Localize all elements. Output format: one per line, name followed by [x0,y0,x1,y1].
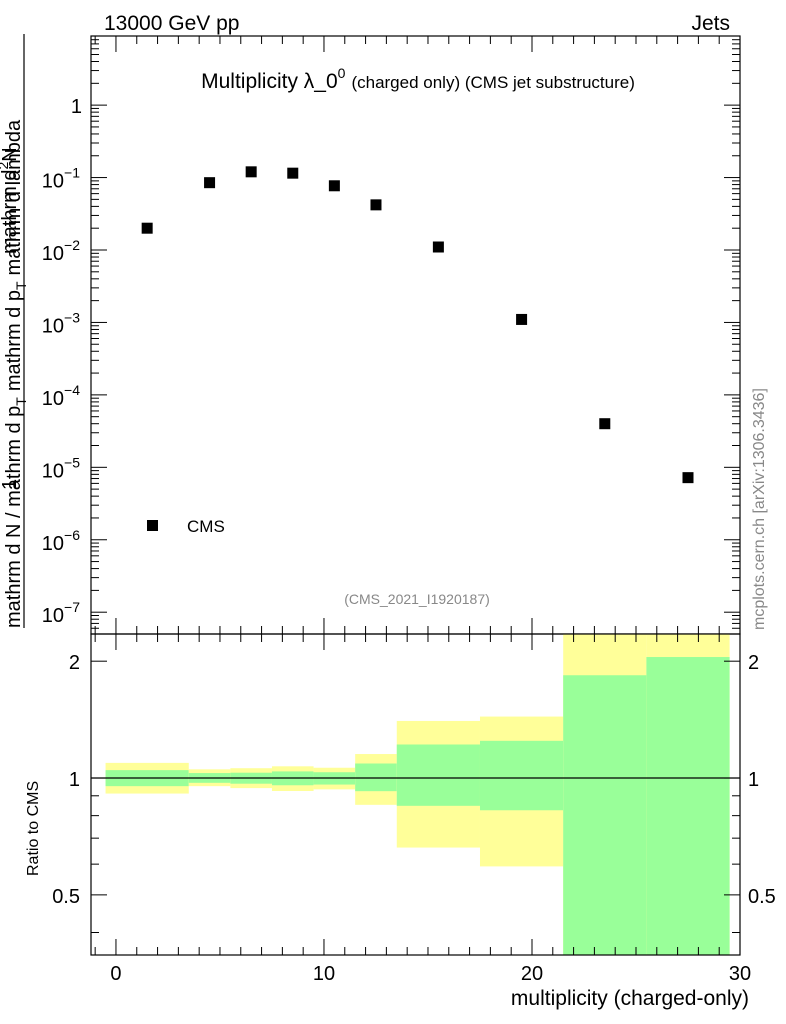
legend-marker [147,520,158,531]
x-axis-ticks [94,634,741,955]
data-point [204,177,216,189]
inner-band [563,675,647,955]
ratio-panel-ticks [91,660,740,933]
ratio-uncertainty-bands [105,634,730,955]
inner-band [479,740,564,811]
data-point [328,180,340,192]
top-panel-ticks [91,35,741,635]
data-point [516,313,528,325]
top-y-tick-labels: 10−7 10−6 10−5 10−4 10−3 10−2 10−1 1 [42,96,82,627]
data-point [141,222,153,234]
y-tick-label: 10−4 [42,382,80,410]
y-tick-label: 10−2 [42,237,80,265]
header-process-label: Jets [691,12,730,35]
y-tick-label: 10−1 [42,165,80,193]
y-tick-label: 1 [71,96,82,118]
analysis-watermark: (CMS_2021_I1920187) [344,591,490,607]
data-point [432,241,444,253]
x-tick-label: 30 [729,963,751,985]
x-axis-label: multiplicity (charged-only) [511,987,749,1010]
ratio-y-tick-labels: 0.5 0.5 1 1 2 2 [52,652,776,908]
data-point [370,199,382,211]
x-tick-labels: 0 10 20 30 [110,963,751,985]
svg-text:mathrm d2N: mathrm d2N [0,147,21,254]
ratio-y-tick-label-left: 2 [69,652,80,674]
svg-text:1: 1 [0,479,21,490]
ratio-y-tick-label-right: 2 [748,652,759,674]
ratio-y-tick-label-left: 0.5 [52,886,80,908]
data-point [599,418,611,430]
top-y-axis-label: mathrm d N / mathrm d pTmathrm d pTmathr… [0,34,29,628]
data-point [245,166,257,178]
ratio-y-tick-label-left: 1 [69,769,80,791]
ratio-panel-frame [90,633,741,956]
inner-band [355,763,397,792]
mcplots-side-label: mcplots.cern.ch [arXiv:1306.3436] [751,388,768,630]
data-point [287,167,299,179]
header-energy-label: 13000 GeV pp [104,12,239,35]
y-tick-label: 10−6 [42,527,80,555]
ratio-y-tick-label-right: 1 [748,769,759,791]
x-tick-label: 0 [110,963,121,985]
top-panel-frame [90,35,741,635]
x-tick-label: 20 [521,963,543,985]
data-point [682,472,694,484]
y-tick-label: 10−5 [42,454,80,482]
svg-text:mathrm d N / mathrm d pTmathrm: mathrm d N / mathrm d pTmathrm d pTmathr… [3,119,29,628]
ratio-y-axis-label: Ratio to CMS [25,781,42,876]
y-tick-label: 10−7 [42,599,80,627]
legend-label: CMS [187,517,225,536]
inner-band [646,657,730,955]
inner-band [396,744,480,806]
ratio-y-tick-label-right: 0.5 [748,886,776,908]
x-tick-label: 10 [313,963,335,985]
cms-data-points [141,166,694,484]
plot-title: Multiplicity λ_00 (charged only) (CMS jet… [201,65,635,93]
y-tick-label: 10−3 [42,309,80,337]
